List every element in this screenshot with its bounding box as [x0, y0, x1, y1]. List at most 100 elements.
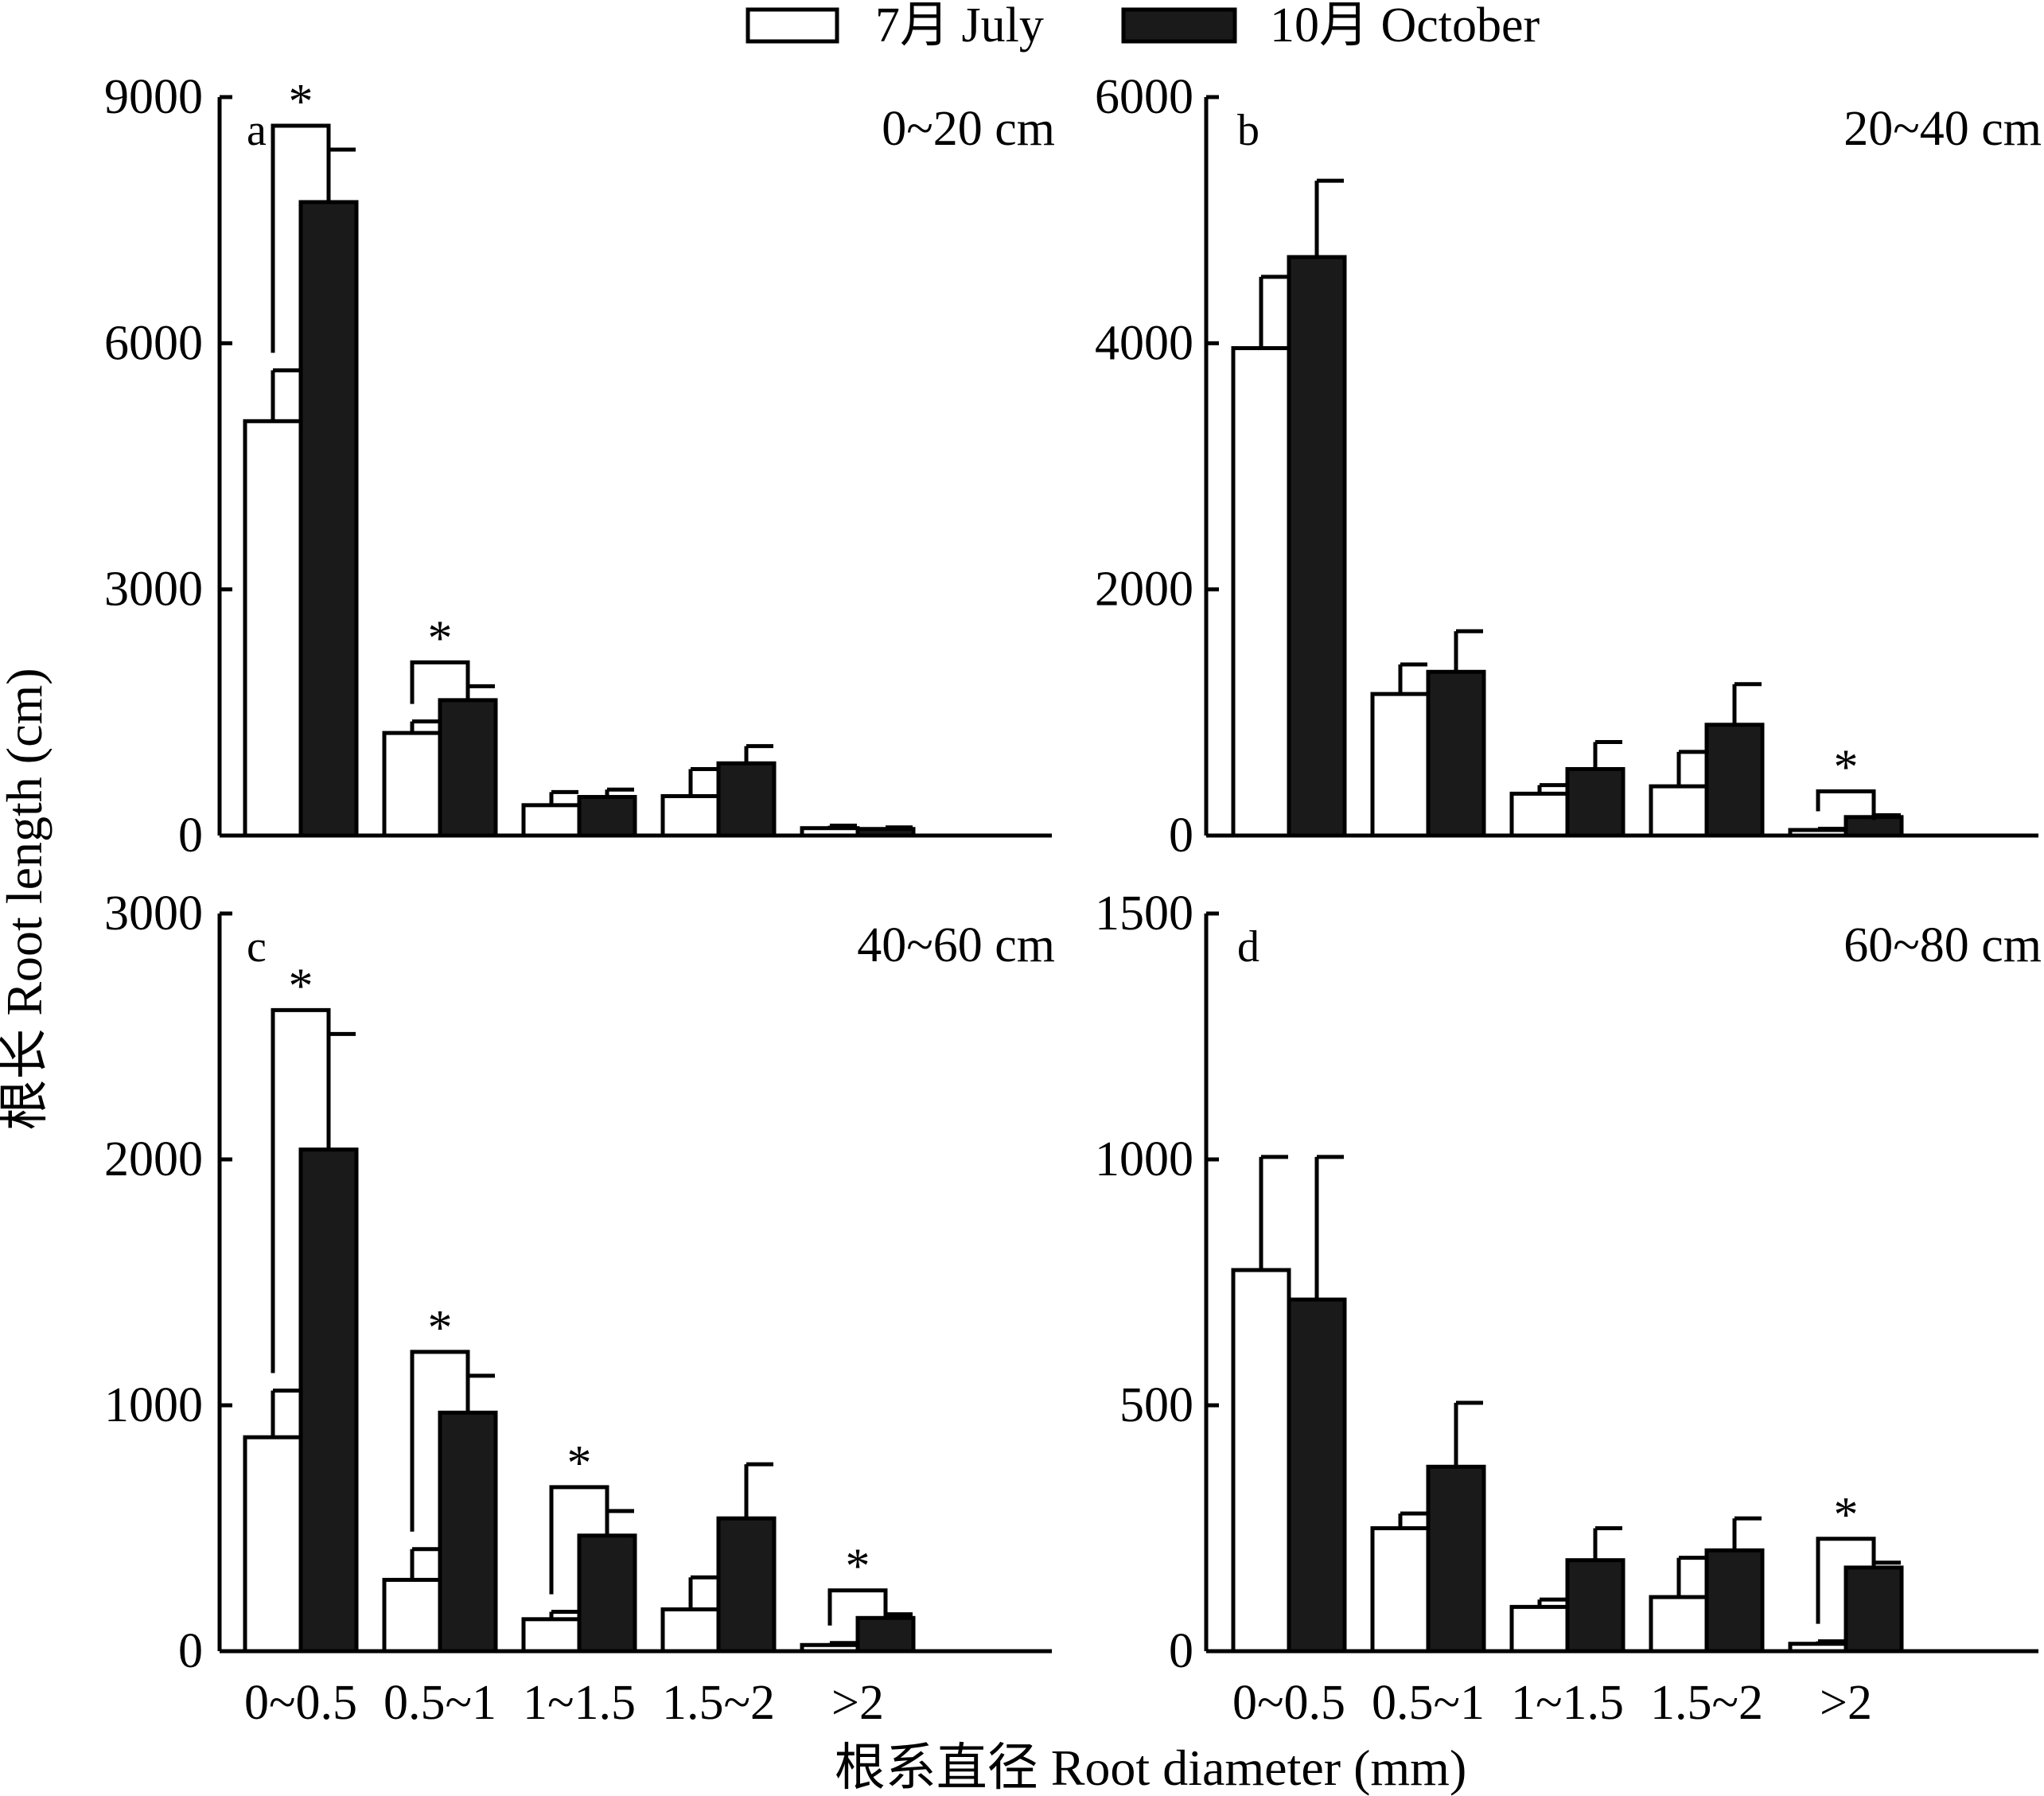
x-tick-label: 1~1.5 [1511, 1676, 1624, 1730]
bar-july [521, 803, 582, 838]
legend-label-july: 7月 July [875, 0, 1044, 53]
error-bar [271, 1388, 300, 1438]
y-tick-label: 6000 [104, 316, 203, 370]
error-bar [883, 825, 913, 830]
error-bar [744, 1462, 773, 1519]
bar-october [1843, 1565, 1904, 1654]
x-tick-label: 0~0.5 [1232, 1676, 1345, 1730]
error-bar [1871, 812, 1901, 817]
error-bar [827, 1641, 857, 1646]
bar-july [1649, 1595, 1709, 1654]
y-tick-label: 3000 [104, 886, 203, 941]
bar-october [1565, 1558, 1625, 1654]
error-bar [1259, 275, 1288, 349]
significance-star: * [846, 1540, 870, 1594]
error-bar [1816, 1639, 1845, 1644]
significance-bracket [549, 1485, 609, 1595]
y-tick-label: 6000 [1095, 70, 1193, 124]
error-bar [1732, 682, 1762, 725]
error-bar [744, 744, 773, 764]
bar-october [1426, 1464, 1486, 1654]
legend-swatch-july [746, 7, 839, 44]
bar-october [298, 200, 359, 838]
y-tick-label: 9000 [104, 70, 203, 124]
depth-label: 40~60 cm [857, 918, 1055, 972]
error-bar [410, 1547, 439, 1580]
bar-october [577, 795, 637, 838]
bar-july [1509, 1604, 1570, 1654]
panel-a: 0 3000 6000 9000 a 0~20 cm * * [104, 70, 1055, 863]
x-tick-label: >2 [831, 1676, 884, 1730]
significance-star: * [289, 959, 313, 1013]
y-tick-label: 0 [1169, 808, 1193, 863]
y-tick-label: 500 [1119, 1378, 1193, 1432]
x-tick-label: 1~1.5 [523, 1676, 636, 1730]
y-tick-label: 1000 [104, 1378, 203, 1432]
error-bar [1314, 178, 1344, 258]
bar-october [855, 1615, 916, 1654]
error-bar [549, 1610, 578, 1619]
bar-october [855, 827, 916, 838]
error-bar [549, 789, 578, 805]
legend-swatch-october [1121, 7, 1237, 44]
bar-july [382, 730, 442, 838]
error-bar [1259, 1155, 1288, 1271]
error-bar [271, 368, 300, 422]
error-bar [1593, 1526, 1622, 1560]
y-tick-label: 0 [178, 1624, 203, 1678]
bar-october [577, 1533, 637, 1654]
x-tick-label: 1.5~2 [1650, 1676, 1763, 1730]
error-bar [326, 1031, 356, 1150]
bar-july [1509, 791, 1570, 838]
significance-bracket [410, 1350, 470, 1532]
error-bar [1454, 1401, 1483, 1467]
bar-july [1370, 692, 1431, 838]
x-axis-title: 根系直径 Root diameter (mm) [835, 1740, 1467, 1796]
bar-july [1231, 1268, 1291, 1654]
bar-july [521, 1617, 582, 1654]
error-bar [1314, 1155, 1344, 1300]
bar-october [1287, 255, 1347, 838]
error-bar [1537, 1597, 1567, 1607]
y-tick-label: 0 [178, 808, 203, 863]
bar-july [382, 1577, 442, 1654]
significance-star: * [289, 75, 313, 129]
significance-bracket [271, 1007, 331, 1373]
error-bar [1454, 629, 1483, 672]
error-bar [1676, 1556, 1706, 1598]
bar-july [243, 1435, 303, 1654]
panel-c: 0 1000 2000 3000 c 40~60 cm * 0~0.5 * 0.5~1 * 1~1.5… [104, 886, 1055, 1730]
bar-october [1704, 1548, 1765, 1654]
depth-label: 0~20 cm [882, 102, 1055, 156]
bar-july [800, 826, 860, 838]
bar-july [1788, 828, 1848, 838]
error-bar [1676, 750, 1706, 787]
panel-letter: c [247, 922, 267, 972]
bar-october [1287, 1297, 1347, 1654]
significance-star: * [428, 611, 453, 665]
error-bar [827, 824, 857, 828]
legend: 7月 July 10月 October [746, 0, 1540, 53]
bar-july [1370, 1526, 1431, 1654]
significance-star: * [428, 1301, 453, 1355]
error-bar [465, 1373, 495, 1413]
bar-july [1231, 346, 1291, 838]
bar-october [716, 1516, 777, 1654]
y-tick-label: 4000 [1095, 316, 1193, 370]
error-bar [465, 684, 495, 700]
legend-label-october: 10月 October [1270, 0, 1540, 53]
significance-bracket [1816, 789, 1876, 820]
bar-july [660, 794, 721, 838]
error-bar [605, 1509, 634, 1536]
bar-october [716, 761, 777, 838]
x-tick-label: 0~0.5 [244, 1676, 357, 1730]
significance-star: * [1834, 740, 1859, 794]
bar-july [660, 1607, 721, 1654]
bar-october [1426, 669, 1486, 838]
significance-star: * [567, 1436, 592, 1490]
x-tick-label: 0.5~1 [383, 1676, 496, 1730]
significance-bracket [410, 660, 470, 704]
significance-star: * [1834, 1488, 1859, 1542]
error-bar [1537, 783, 1567, 794]
